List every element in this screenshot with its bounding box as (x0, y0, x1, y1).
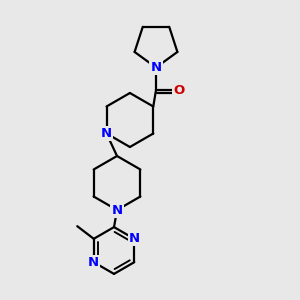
Text: N: N (101, 127, 112, 140)
Text: N: N (88, 256, 99, 269)
Text: N: N (150, 61, 162, 74)
Text: N: N (129, 232, 140, 245)
Text: N: N (112, 203, 123, 217)
Text: O: O (173, 83, 185, 97)
